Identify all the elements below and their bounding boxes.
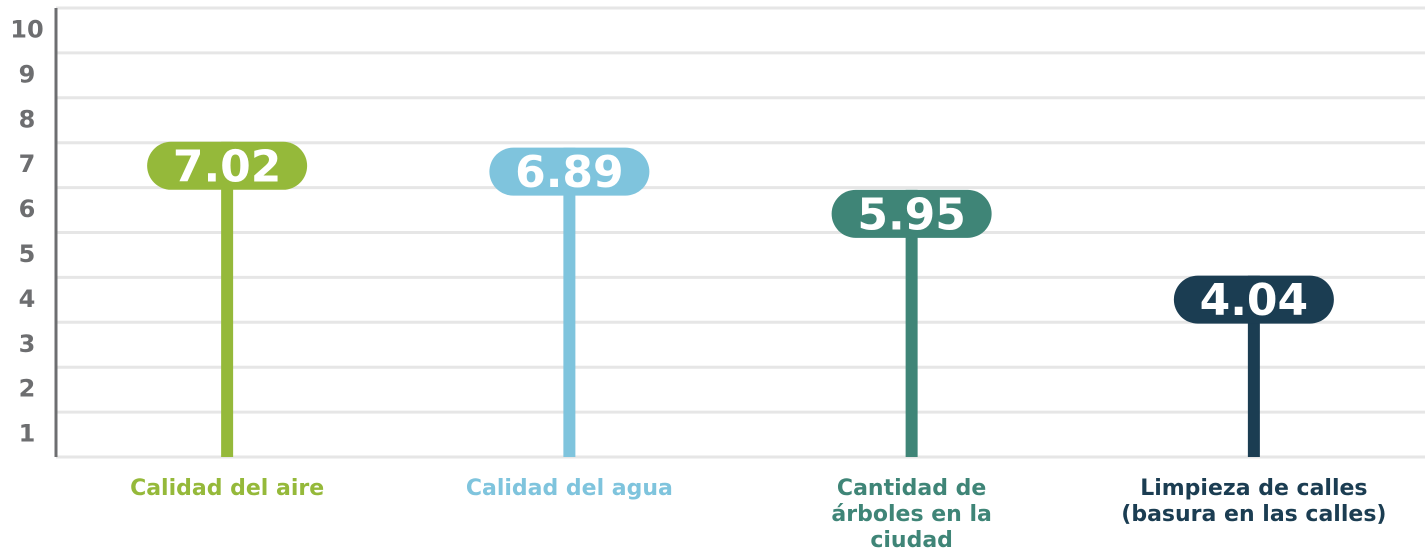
x-tick-label: Limpieza de calles (basura en las calles… — [1121, 476, 1387, 527]
x-tick-label: Cantidad de árboles en la ciudad — [831, 476, 992, 550]
value-badge — [831, 189, 992, 238]
y-tick-label: 10 — [10, 15, 43, 43]
y-tick-label: 4 — [19, 285, 36, 313]
value-label: 6.89 — [515, 147, 624, 198]
y-tick-label: 1 — [19, 420, 36, 448]
y-tick-label: 6 — [19, 195, 36, 223]
stem — [905, 189, 918, 457]
stem — [221, 141, 234, 457]
value-badge — [147, 141, 308, 190]
value-badge — [489, 147, 650, 196]
value-label: 5.95 — [857, 189, 966, 240]
value-badge — [1173, 275, 1334, 324]
x-tick-label: Calidad del aire — [130, 476, 325, 501]
y-tick-label: 7 — [19, 150, 36, 178]
x-tick-label: Calidad del agua — [465, 476, 673, 501]
value-label: 4.04 — [1200, 275, 1309, 326]
y-tick-label: 8 — [19, 105, 36, 133]
y-tick-label: 2 — [19, 375, 36, 403]
y-tick-label: 9 — [19, 60, 36, 88]
value-label: 7.02 — [173, 141, 282, 192]
y-tick-label: 3 — [19, 330, 36, 358]
y-tick-label: 5 — [19, 240, 36, 268]
stem — [563, 147, 576, 457]
